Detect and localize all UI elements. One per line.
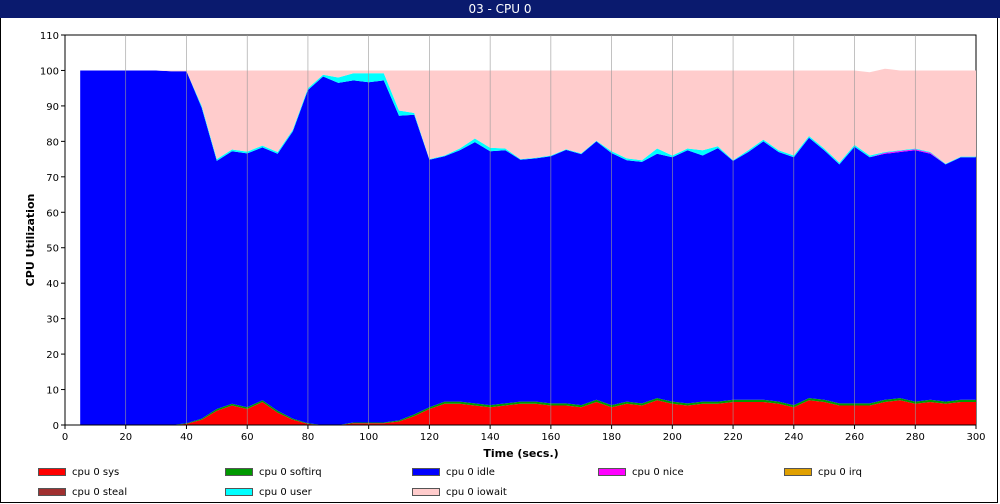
legend-label: cpu 0 idle <box>446 467 495 478</box>
window-title: 03 - CPU 0 <box>0 0 1000 18</box>
legend-swatch <box>38 488 66 496</box>
x-tick-label: 20 <box>119 432 132 443</box>
y-axis-label: CPU Utilization <box>24 194 37 287</box>
x-tick-label: 180 <box>602 432 621 443</box>
series-area-cpu-0-sys <box>80 400 976 425</box>
x-tick-label: 240 <box>784 432 803 443</box>
y-tick-label: 50 <box>46 244 59 255</box>
y-tick-label: 100 <box>40 66 59 77</box>
legend-label: cpu 0 sys <box>72 467 120 478</box>
legend-label: cpu 0 nice <box>632 467 684 478</box>
y-tick-label: 110 <box>40 31 59 42</box>
y-tick-label: 40 <box>46 279 59 290</box>
legend-swatch <box>598 468 626 476</box>
legend-swatch <box>225 468 253 476</box>
series-area-cpu-0-idle <box>80 70 976 425</box>
y-tick-label: 30 <box>46 315 59 326</box>
legend-swatch <box>225 488 253 496</box>
y-tick-label: 20 <box>46 350 59 361</box>
x-tick-label: 200 <box>663 432 682 443</box>
chart-frame <box>0 18 998 503</box>
legend-label: cpu 0 iowait <box>446 487 507 498</box>
legend-swatch <box>784 468 812 476</box>
legend-label: cpu 0 steal <box>72 487 128 498</box>
x-tick-label: 80 <box>302 432 315 443</box>
y-tick-label: 60 <box>46 208 59 219</box>
x-tick-label: 260 <box>845 432 864 443</box>
legend-swatch <box>38 468 66 476</box>
series-area-cpu-0-iowait <box>80 68 976 164</box>
series-area-cpu-0-softirq <box>80 398 976 425</box>
y-tick-label: 80 <box>46 137 59 148</box>
x-tick-label: 300 <box>966 432 985 443</box>
x-tick-label: 120 <box>420 432 439 443</box>
legend-swatch <box>412 468 440 476</box>
x-tick-label: 0 <box>62 432 68 443</box>
legend-swatch <box>412 488 440 496</box>
x-tick-label: 60 <box>241 432 254 443</box>
x-tick-label: 40 <box>180 432 193 443</box>
y-tick-label: 10 <box>46 386 59 397</box>
legend-label: cpu 0 user <box>259 487 312 498</box>
x-tick-label: 220 <box>724 432 743 443</box>
x-tick-label: 100 <box>359 432 378 443</box>
legend-label: cpu 0 softirq <box>259 467 322 478</box>
x-tick-label: 280 <box>906 432 925 443</box>
x-tick-label: 140 <box>481 432 500 443</box>
y-tick-label: 70 <box>46 173 59 184</box>
x-tick-label: 160 <box>541 432 560 443</box>
legend-label: cpu 0 irq <box>818 467 862 478</box>
x-axis-label: Time (secs.) <box>483 447 558 460</box>
y-tick-label: 90 <box>46 102 59 113</box>
y-tick-label: 0 <box>53 421 59 432</box>
